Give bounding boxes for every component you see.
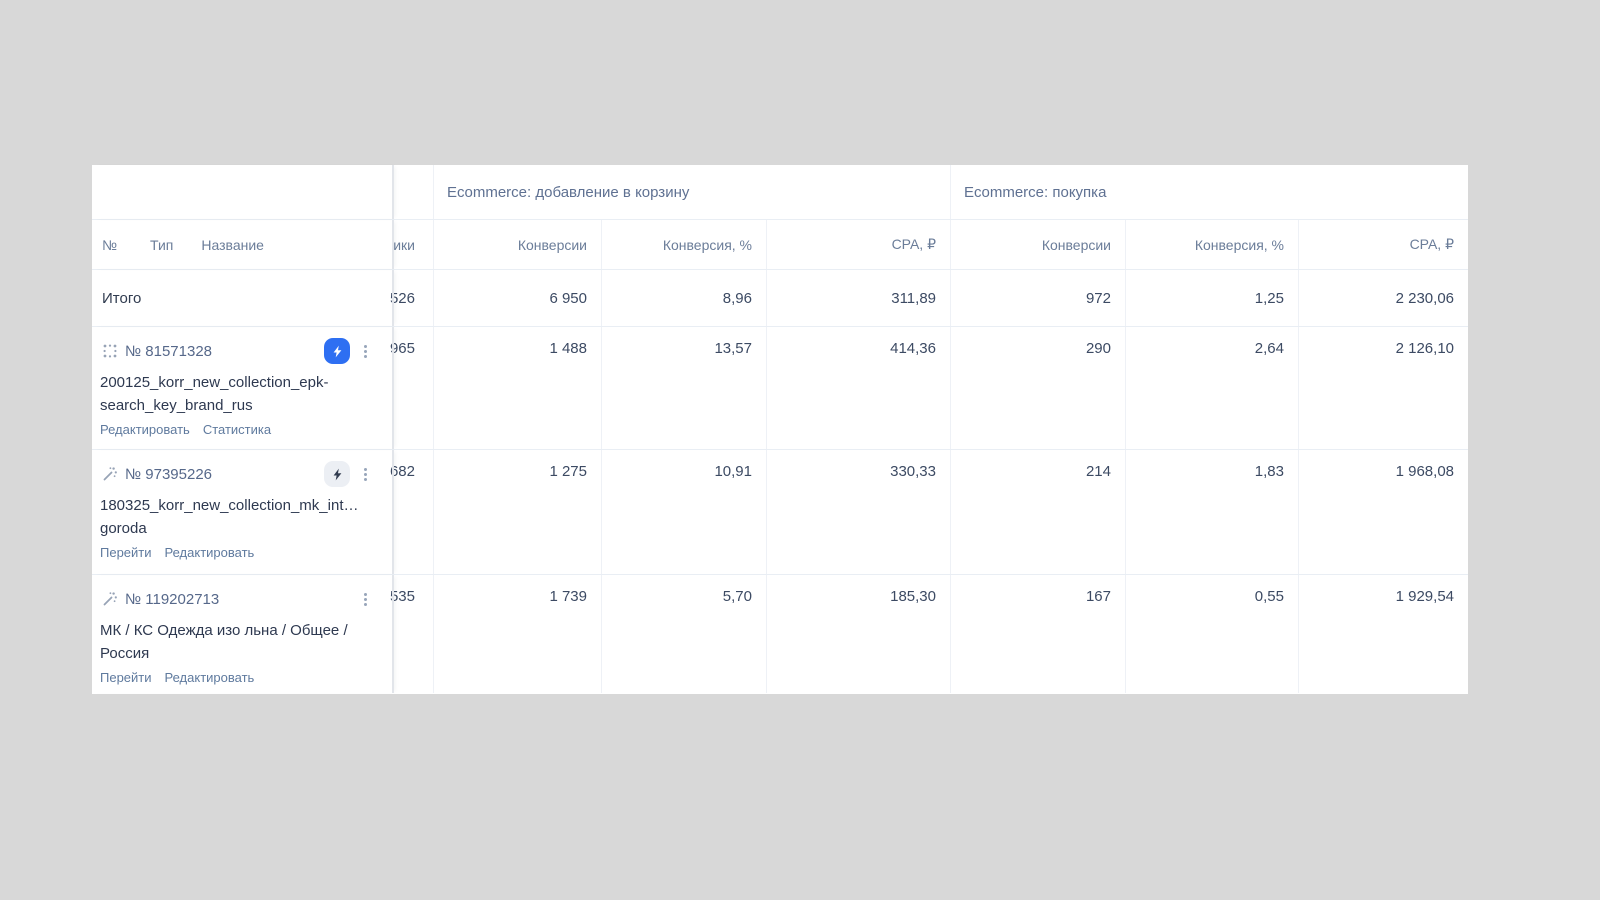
campaign-cell: № 97395226 180325_korr_new_collection_mk… [92, 450, 394, 574]
totals-cart-cpa: 311,89 [766, 270, 950, 326]
cell-cart-rate: 10,91 [601, 450, 766, 574]
kebab-menu-icon[interactable] [361, 589, 370, 610]
campaign-actions: Редактировать Статистика [100, 422, 370, 437]
lightning-icon [333, 345, 341, 357]
cell-cart-cpa: 330,33 [766, 450, 950, 574]
campaign-number: № 119202713 [125, 590, 220, 608]
cell-clicks: 965 [389, 340, 415, 357]
statistics-link[interactable]: Статистика [202, 422, 272, 437]
campaign-actions: Перейти Редактировать [100, 545, 370, 560]
autotargeting-badge [324, 338, 350, 364]
totals-purchase-conversions: 972 [950, 270, 1125, 326]
campaign-name[interactable]: 180325_korr_new_collection_mk_int… gorod… [100, 497, 359, 537]
column-header-fixed: № Тип Название [92, 220, 394, 269]
go-to-link[interactable]: Перейти [100, 545, 152, 560]
table-row: № 97395226 180325_korr_new_collection_mk… [92, 450, 1468, 575]
campaign-name[interactable]: МК / КС Одежда изо льна / Общее / Россия [100, 622, 348, 662]
edit-link[interactable]: Редактировать [164, 545, 255, 560]
magic-wand-icon [103, 467, 117, 481]
dots-grid-icon [103, 344, 117, 358]
totals-row: Итого 526 6 950 8,96 311,89 972 1,25 2 2… [92, 270, 1468, 327]
cell-purchase-conversions: 290 [950, 327, 1125, 449]
kebab-menu-icon[interactable] [361, 464, 370, 485]
cell-cart-conversions: 1 739 [433, 575, 601, 693]
group-header-purchase: Ecommerce: покупка [950, 165, 1468, 219]
campaign-title-line: № 97395226 [100, 461, 370, 487]
column-header-purchase-cpa[interactable]: CPA, ₽ [1298, 220, 1468, 269]
column-header-cart-cpa[interactable]: CPA, ₽ [766, 220, 950, 269]
cell-cart-rate: 13,57 [601, 327, 766, 449]
column-header-purchase-rate[interactable]: Конверсия, % [1125, 220, 1298, 269]
table-row: № 119202713 МК / КС Одежда изо льна / Об… [92, 575, 1468, 693]
campaign-title-line: № 119202713 [100, 586, 370, 612]
cell-purchase-conversions: 167 [950, 575, 1125, 693]
cell-clicks: 535 [389, 588, 415, 605]
campaign-actions: Перейти Редактировать [100, 670, 370, 685]
column-header-number[interactable]: № [102, 236, 118, 253]
totals-cart-conversions: 6 950 [433, 270, 601, 326]
lightning-icon [333, 468, 341, 480]
column-header-purchase-conversions[interactable]: Конверсии [950, 220, 1125, 269]
column-header-cart-conversions[interactable]: Конверсии [433, 220, 601, 269]
campaign-number: № 81571328 [125, 342, 212, 360]
cell-clicks: 682 [389, 463, 415, 480]
group-header-row: Ecommerce: добавление в корзину Ecommerc… [92, 165, 1468, 220]
campaign-title-line: № 81571328 [100, 338, 370, 364]
table-row: № 81571328 200125_korr_new_collection_ep… [92, 327, 1468, 450]
cell-purchase-cpa: 1 968,08 [1298, 450, 1468, 574]
column-header-type[interactable]: Тип [150, 236, 174, 253]
totals-purchase-cpa: 2 230,06 [1298, 270, 1468, 326]
cell-cart-conversions: 1 488 [433, 327, 601, 449]
cell-cart-cpa: 414,36 [766, 327, 950, 449]
totals-purchase-rate: 1,25 [1125, 270, 1298, 326]
magic-wand-icon [103, 592, 117, 606]
campaign-name[interactable]: 200125_korr_new_collection_epk- search_k… [100, 374, 329, 414]
cell-cart-cpa: 185,30 [766, 575, 950, 693]
cell-purchase-conversions: 214 [950, 450, 1125, 574]
edit-link[interactable]: Редактировать [164, 670, 255, 685]
totals-clicks: 526 [389, 289, 415, 307]
cell-cart-conversions: 1 275 [433, 450, 601, 574]
campaign-cell: № 119202713 МК / КС Одежда изо льна / Об… [92, 575, 394, 693]
kebab-menu-icon[interactable] [361, 341, 370, 362]
campaigns-stats-table: Ecommerce: добавление в корзину Ecommerc… [92, 165, 1468, 694]
campaign-cell: № 81571328 200125_korr_new_collection_ep… [92, 327, 394, 449]
totals-cart-rate: 8,96 [601, 270, 766, 326]
column-header-clicks-partial[interactable]: ики [393, 236, 415, 253]
group-header-fixed-spacer [92, 165, 394, 219]
column-header-name[interactable]: Название [201, 236, 264, 253]
cell-purchase-rate: 1,83 [1125, 450, 1298, 574]
cell-purchase-cpa: 1 929,54 [1298, 575, 1468, 693]
totals-label: Итого [92, 270, 394, 326]
cell-purchase-cpa: 2 126,10 [1298, 327, 1468, 449]
autotargeting-badge [324, 461, 350, 487]
cell-cart-rate: 5,70 [601, 575, 766, 693]
cell-purchase-rate: 0,55 [1125, 575, 1298, 693]
column-header-row: № Тип Название ики Конверсии Конверсия, … [92, 220, 1468, 270]
column-header-cart-rate[interactable]: Конверсия, % [601, 220, 766, 269]
go-to-link[interactable]: Перейти [100, 670, 152, 685]
cell-purchase-rate: 2,64 [1125, 327, 1298, 449]
group-header-cart: Ecommerce: добавление в корзину [433, 165, 950, 219]
group-header-clicks-spacer [394, 165, 433, 219]
edit-link[interactable]: Редактировать [100, 422, 190, 437]
campaign-number: № 97395226 [125, 465, 212, 483]
